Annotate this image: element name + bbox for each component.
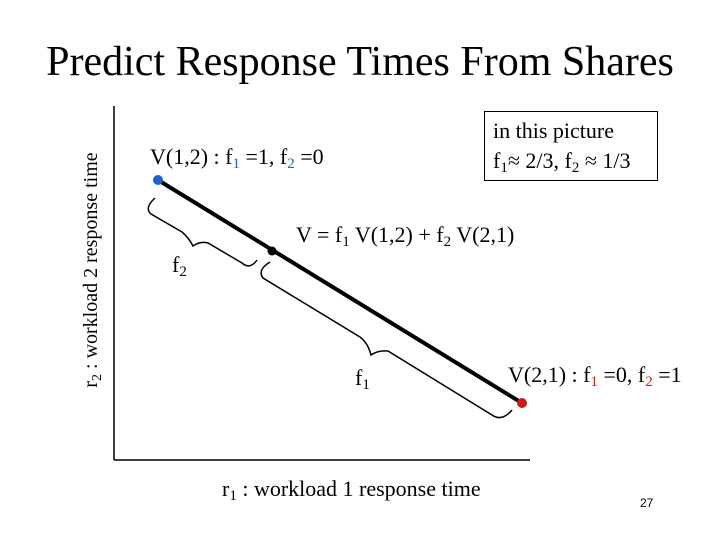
label-f1: f1 bbox=[355, 365, 370, 393]
note-line-2: f1≈ 2/3, f2 ≈ 1/3 bbox=[493, 148, 631, 176]
note-line-1: in this picture bbox=[493, 118, 614, 143]
point-v12-dot bbox=[153, 175, 163, 185]
note-box: in this picture f1≈ 2/3, f2 ≈ 1/3 bbox=[484, 111, 658, 181]
label-v12: V(1,2) : f1 =1, f2 =0 bbox=[150, 144, 324, 172]
label-f2: f2 bbox=[172, 252, 187, 280]
interpolation-segment bbox=[156, 178, 524, 405]
point-v-dot bbox=[267, 246, 277, 256]
label-combination: V = f1 V(1,2) + f2 V(2,1) bbox=[296, 222, 515, 250]
label-v21: V(2,1) : f1 =0, f2 =1 bbox=[508, 362, 682, 390]
point-v21-dot bbox=[517, 398, 527, 408]
slide-title: Predict Response Times From Shares bbox=[46, 39, 674, 85]
page-number: 27 bbox=[640, 496, 654, 510]
brace-f1 bbox=[260, 261, 513, 419]
x-axis-label: r1 : workload 1 response time bbox=[222, 476, 481, 504]
brace-f2 bbox=[147, 197, 258, 267]
